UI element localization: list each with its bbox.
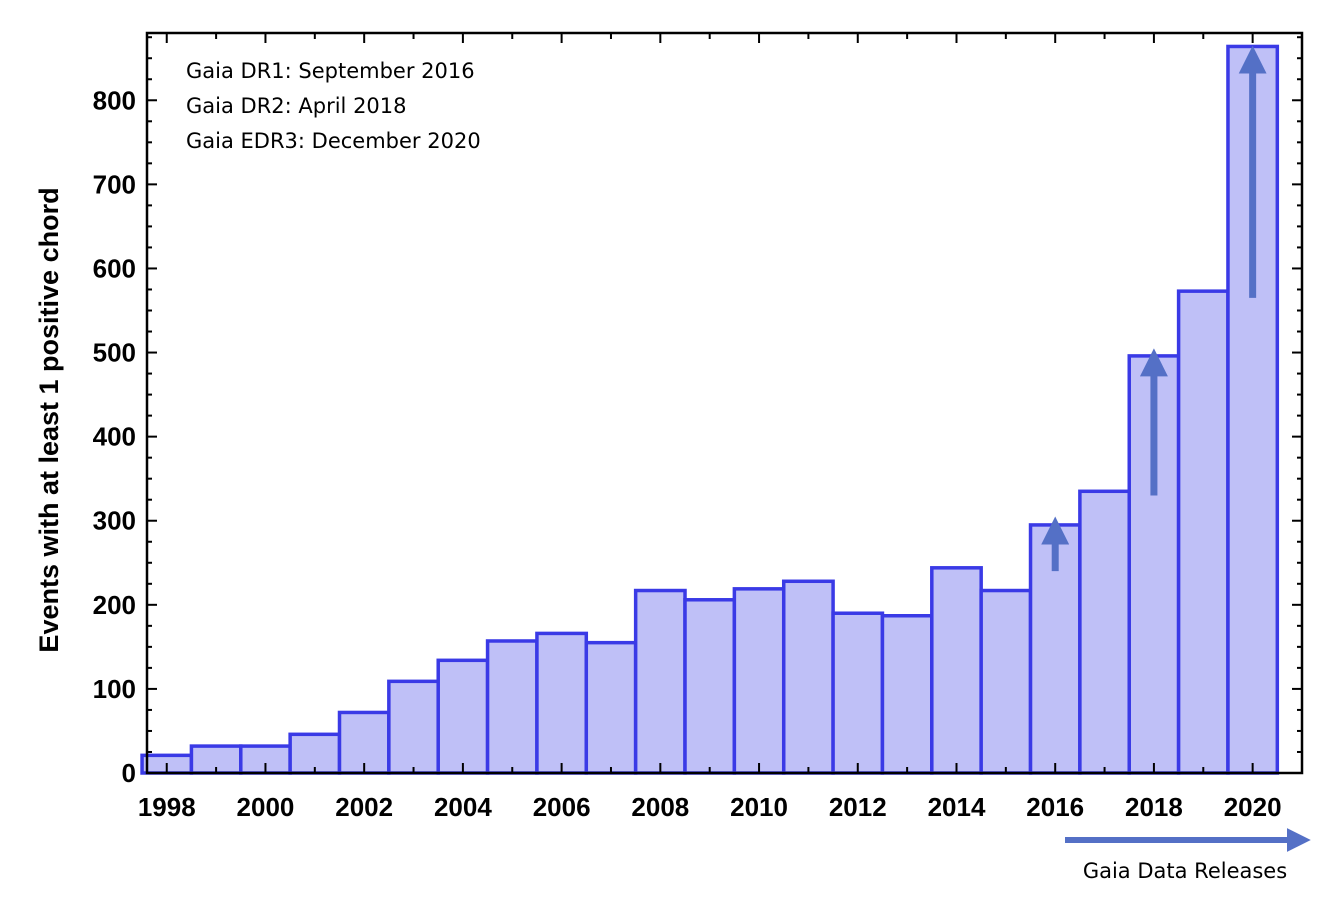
- y-tick-label: 800: [93, 85, 136, 115]
- bar-2011: [781, 579, 835, 775]
- x-tick-label: 2004: [434, 792, 492, 822]
- x-tick-label: 2014: [928, 792, 986, 822]
- y-tick-label: 600: [93, 253, 136, 283]
- bar-2009: [683, 598, 737, 775]
- bar-2005: [485, 639, 539, 775]
- release-label: Gaia Data Releases: [1083, 859, 1287, 883]
- bar-2007: [584, 640, 638, 775]
- x-tick-label: 2000: [237, 792, 295, 822]
- x-tick-label: 2008: [631, 792, 689, 822]
- x-tick-label: 2006: [533, 792, 591, 822]
- bar-2001: [288, 732, 342, 775]
- bar-2012: [831, 611, 885, 775]
- x-tick-label: 1998: [138, 792, 196, 822]
- y-tick-label: 200: [93, 590, 136, 620]
- y-tick-label: 100: [93, 674, 136, 704]
- bar-2014: [930, 566, 983, 775]
- x-tick-label: 2018: [1125, 792, 1183, 822]
- annotation-line: Gaia DR2: April 2018: [186, 94, 407, 118]
- bar-2019: [1176, 289, 1230, 775]
- x-tick-label: 2010: [730, 792, 788, 822]
- annotations: Gaia DR1: September 2016 Gaia DR2: April …: [186, 59, 481, 153]
- x-tick-labels: 1998 2000 2002 2004 2006 2008 2010 2012 2014 2016…: [138, 792, 1282, 822]
- y-tick-labels: 0 100 200 300 400 500 600 700 800: [93, 85, 136, 788]
- y-tick-label: 0: [122, 758, 136, 788]
- x-tick-label: 2016: [1026, 792, 1084, 822]
- annotation-line: Gaia EDR3: December 2020: [186, 129, 481, 153]
- bar-2008: [633, 588, 687, 775]
- axis-ticks: [147, 33, 1302, 774]
- bar-2015: [979, 588, 1033, 775]
- x-tick-label: 2012: [829, 792, 887, 822]
- release-arrows: [1041, 45, 1267, 572]
- bar-2004: [436, 658, 490, 775]
- bar-2013: [880, 614, 934, 775]
- bar-2017: [1078, 489, 1131, 775]
- y-axis-label: Events with at least 1 positive chord: [34, 187, 64, 652]
- bar-2010: [732, 587, 786, 775]
- annotation-line: Gaia DR1: September 2016: [186, 59, 475, 83]
- bar-2006: [535, 631, 589, 775]
- bars: [140, 44, 1280, 775]
- y-tick-label: 400: [93, 422, 136, 452]
- bar-2003: [387, 679, 440, 775]
- y-tick-label: 300: [93, 506, 136, 536]
- x-tick-label: 2002: [335, 792, 393, 822]
- y-tick-label: 700: [93, 169, 136, 199]
- x-tick-label: 2020: [1224, 792, 1282, 822]
- y-tick-label: 500: [93, 338, 136, 368]
- plot-frame: [145, 31, 1304, 775]
